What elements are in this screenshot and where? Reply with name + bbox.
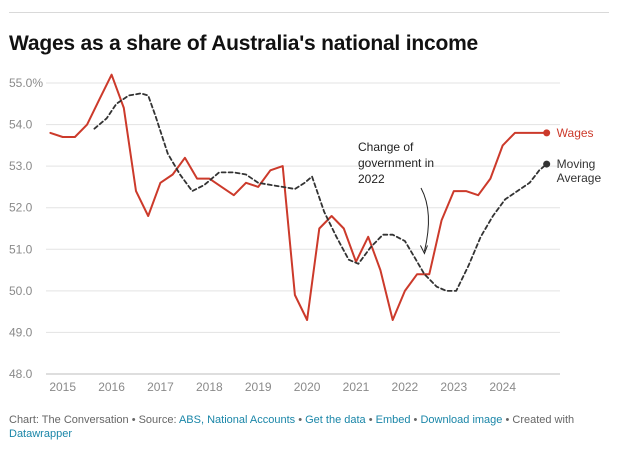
series-end-marker	[543, 129, 551, 137]
x-tick-label: 2016	[98, 380, 125, 394]
footer: Chart: The Conversation • Source: ABS, N…	[9, 413, 609, 441]
series-end-label: Average	[557, 171, 602, 185]
annotation-arrowhead	[419, 245, 428, 255]
x-tick-label: 2020	[294, 380, 321, 394]
y-tick-label: 50.0	[9, 284, 33, 298]
annotation-arrow	[420, 187, 429, 252]
y-tick-label: 48.0	[9, 367, 33, 381]
chart-title: Wages as a share of Australia's national…	[9, 32, 479, 55]
y-tick-label: 54.0	[9, 118, 33, 132]
x-tick-label: 2019	[245, 380, 272, 394]
separator: •	[365, 414, 376, 426]
annotation-text: government in	[358, 156, 434, 170]
created-with-text: • Created with	[502, 414, 575, 426]
x-tick-label: 2015	[49, 380, 76, 394]
y-tick-label: 51.0	[9, 242, 33, 256]
series-line-moving-average	[93, 92, 548, 292]
x-tick-label: 2024	[489, 380, 516, 394]
annotation-text: 2022	[358, 172, 385, 186]
datawrapper-link[interactable]: Datawrapper	[9, 428, 72, 440]
series-line-wages	[49, 73, 548, 321]
y-tick-label: 52.0	[9, 201, 33, 215]
get-data-link[interactable]: Get the data	[305, 414, 366, 426]
source-prefix: Chart: The Conversation • Source:	[9, 414, 179, 426]
y-tick-label: 49.0	[9, 325, 33, 339]
y-tick-label: 53.0	[9, 159, 33, 173]
series-end-label: Wages	[557, 126, 594, 140]
x-tick-label: 2021	[343, 380, 370, 394]
separator: •	[410, 414, 421, 426]
x-tick-label: 2017	[147, 380, 174, 394]
series-end-marker	[543, 160, 551, 168]
source-link[interactable]: ABS, National Accounts	[178, 414, 296, 426]
x-tick-label: 2022	[392, 380, 419, 394]
y-tick-label: 55.0%	[9, 76, 43, 90]
annotation-text: Change of	[358, 140, 414, 154]
series-end-label: Moving	[557, 157, 596, 171]
top-rule	[9, 12, 609, 13]
x-tick-label: 2023	[440, 380, 467, 394]
x-tick-label: 2018	[196, 380, 223, 394]
separator: •	[295, 414, 306, 426]
download-image-link[interactable]: Download image	[420, 414, 503, 426]
embed-link[interactable]: Embed	[375, 414, 411, 426]
